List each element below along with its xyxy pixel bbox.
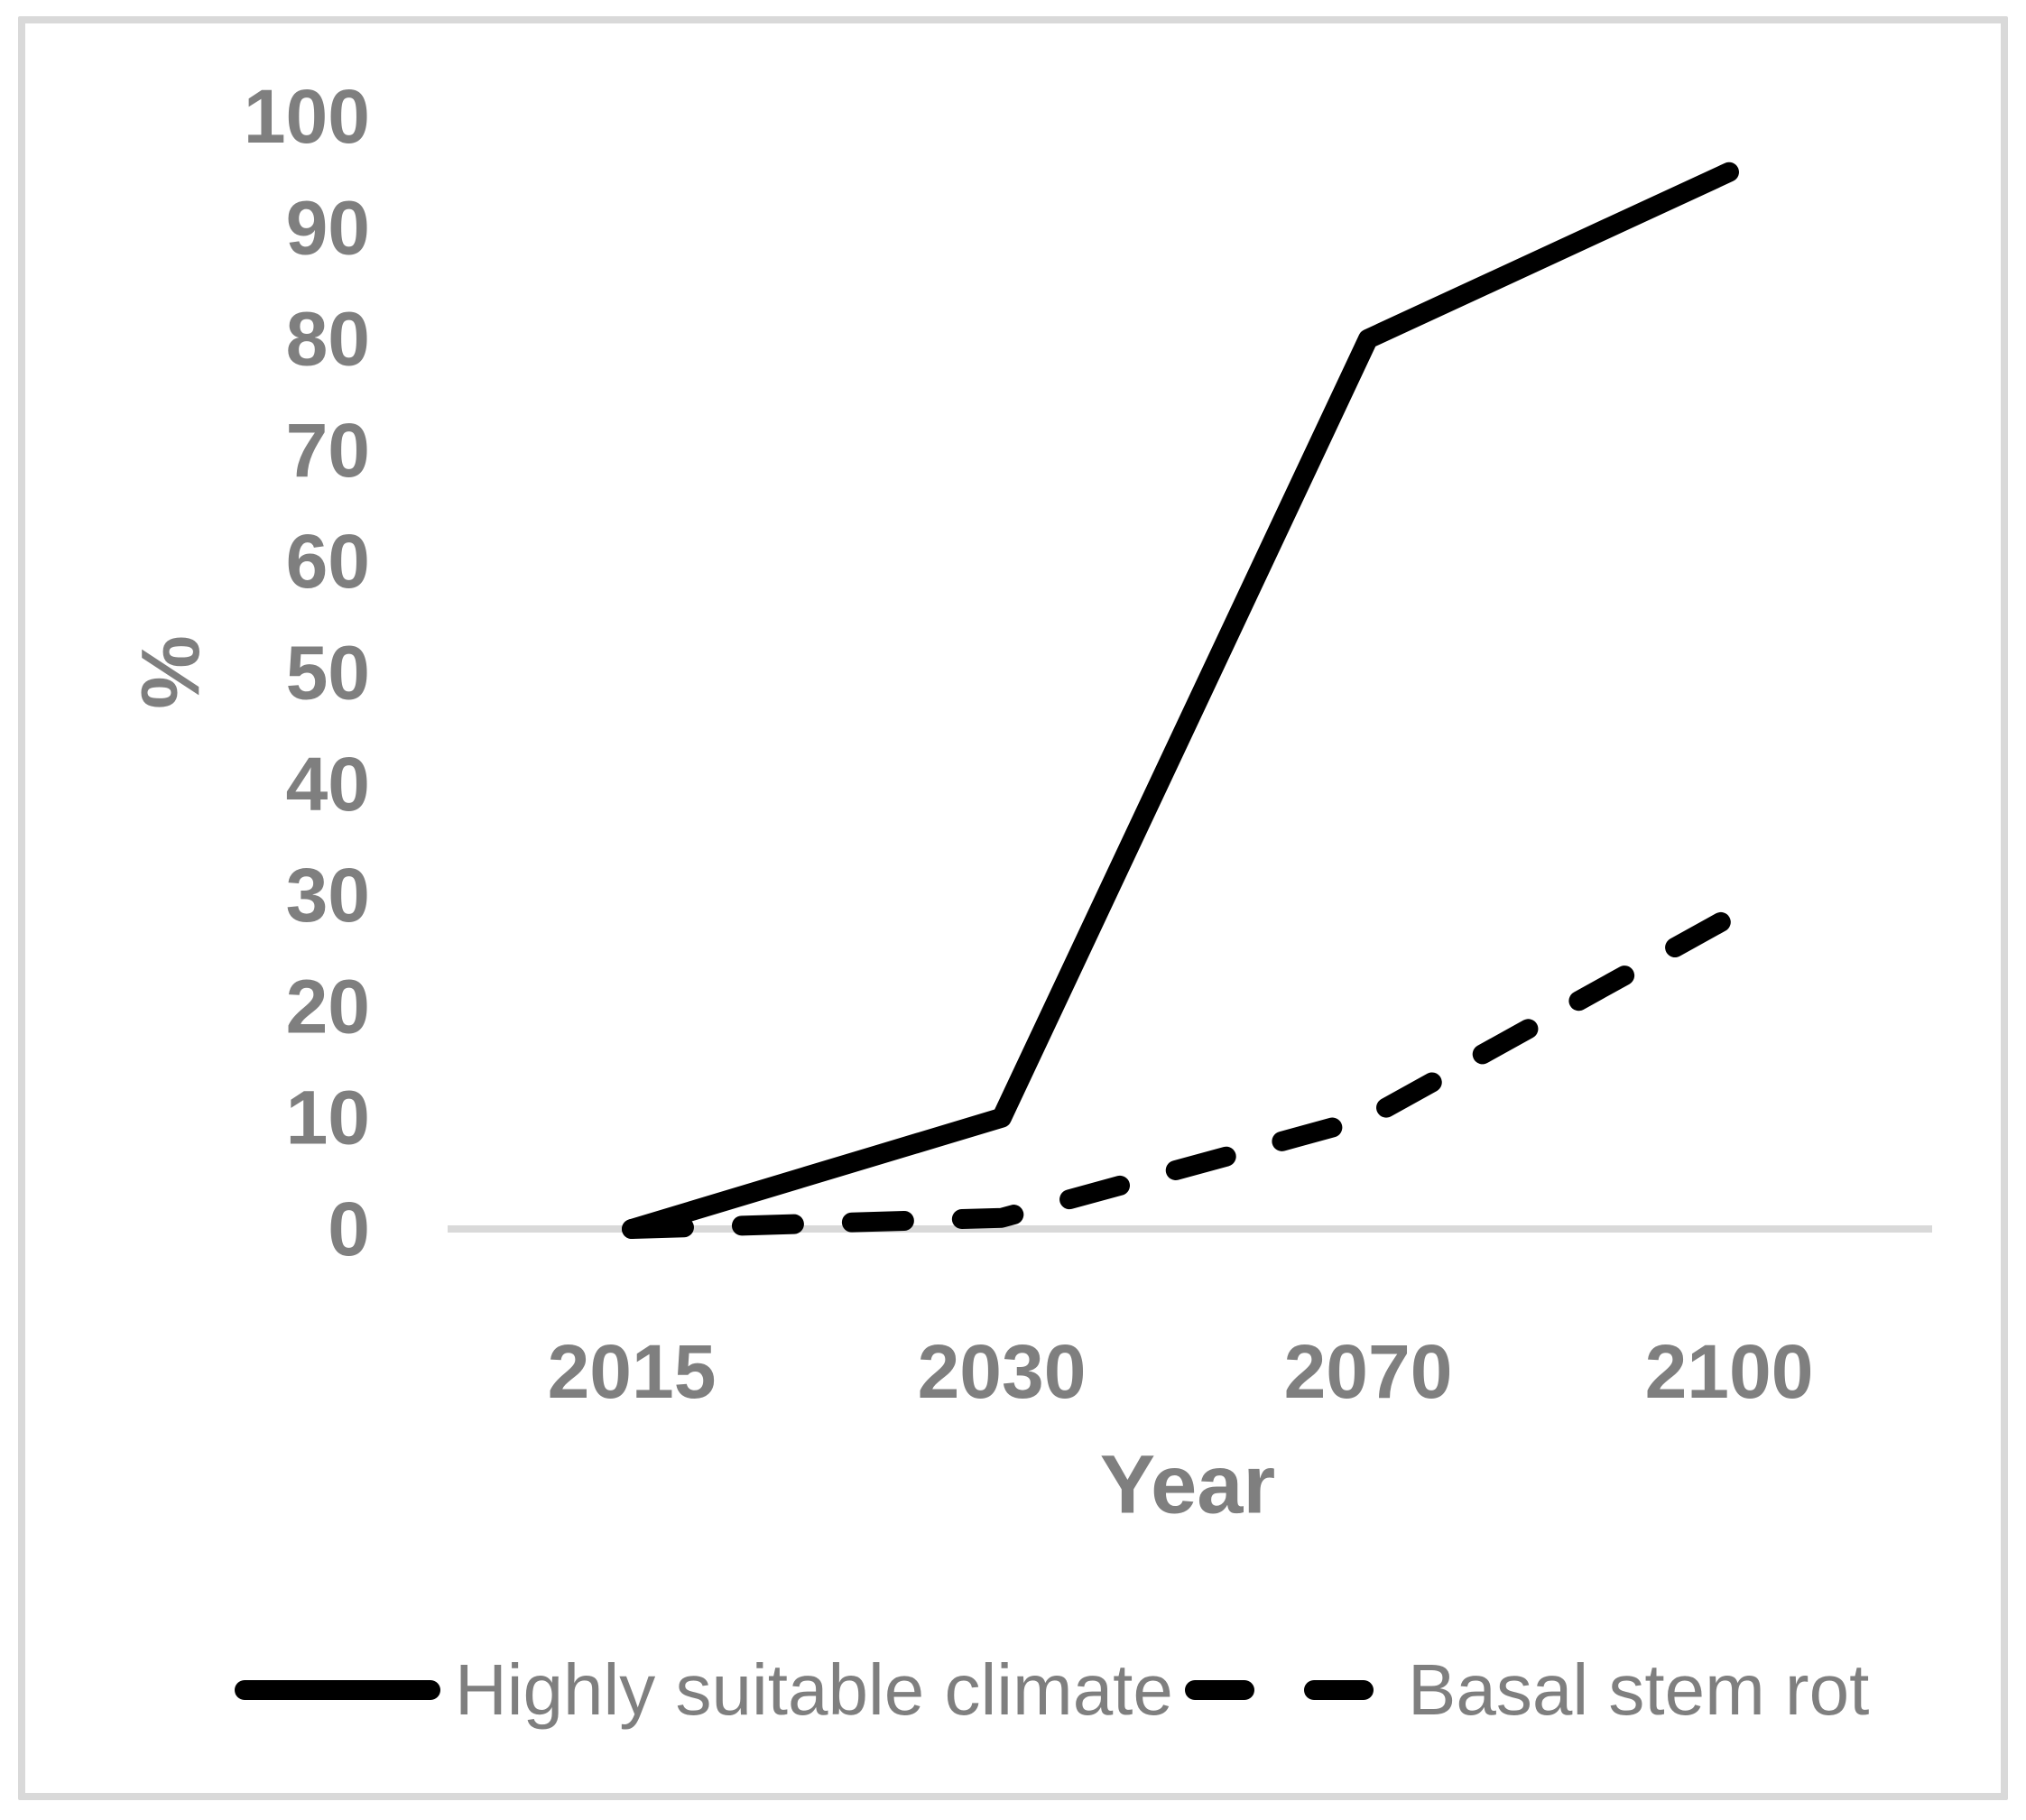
y-tick-label: 60 [286,519,370,604]
dashed-line-swatch-icon [1185,1680,1374,1700]
y-tick-label: 30 [286,853,370,938]
y-tick-label: 10 [286,1076,370,1160]
series-line-dashed [622,907,1739,1239]
x-tick-label: 2100 [1645,1329,1814,1414]
y-tick-label: 70 [286,408,370,493]
x-tick-label: 2030 [918,1329,1087,1414]
legend-item-basal-stem-rot: Basal stem rot [1185,1649,1869,1732]
y-tick-label: 50 [286,631,370,716]
series-lines [622,162,1739,1239]
y-tick-label: 90 [286,185,370,270]
y-tick-label: 0 [328,1187,370,1271]
x-tick-label: 2070 [1284,1329,1453,1414]
x-tick-labels: 2015 2030 2070 2100 [548,1329,1814,1414]
y-tick-label: 20 [286,964,370,1049]
legend-item-highly-suitable-climate: Highly suitable climate [235,1649,1173,1732]
series-line-solid [622,162,1739,1239]
chart-border [18,16,2008,1800]
solid-line-swatch-icon [235,1680,440,1700]
y-tick-label: 40 [286,742,370,827]
x-axis-title: Year [1099,1438,1276,1531]
y-tick-label: 80 [286,297,370,382]
x-tick-label: 2015 [548,1329,717,1414]
y-tick-labels: 0 10 20 30 40 50 60 70 80 90 100 [244,74,370,1271]
legend-label: Basal stem rot [1408,1649,1870,1730]
y-axis-title: % [125,635,217,709]
legend-label: Highly suitable climate [455,1649,1173,1730]
y-tick-label: 100 [244,74,370,159]
